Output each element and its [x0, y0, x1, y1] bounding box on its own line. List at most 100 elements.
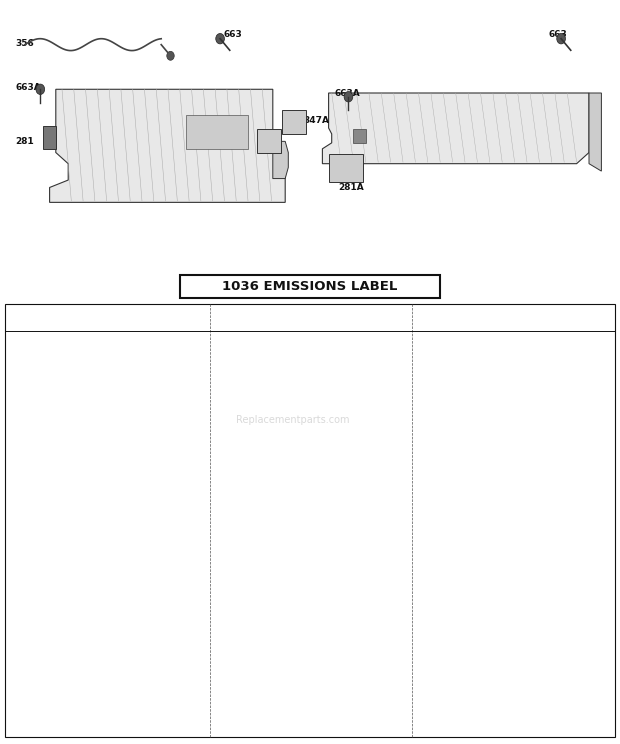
- Text: 281A: 281A: [213, 340, 235, 349]
- Text: 0122, 0127, 0131,: 0122, 0127, 0131,: [90, 374, 159, 383]
- Text: Panel-Control: Panel-Control: [281, 340, 332, 349]
- Text: NO.: NO.: [449, 320, 464, 329]
- Circle shape: [36, 84, 45, 94]
- Text: 711575 Panel-Control: 711575 Panel-Control: [90, 485, 183, 495]
- Text: 711578: 711578: [248, 340, 280, 349]
- Text: Switch-Rocker: Switch-Rocker: [281, 471, 335, 480]
- Text: (Control Panel): (Control Panel): [482, 379, 539, 388]
- Text: 1036: 1036: [415, 391, 436, 400]
- Text: 0035, 0046, 0042,: 0035, 0046, 0042,: [90, 357, 160, 366]
- Text: 0242, 0547, 0567,: 0242, 0547, 0567,: [281, 451, 351, 461]
- Text: DESCRIPTION: DESCRIPTION: [281, 315, 338, 324]
- Text: 711572 Panel-Control: 711572 Panel-Control: [281, 408, 374, 417]
- Text: 0297, 0302, 0538,: 0297, 0302, 0538,: [90, 426, 160, 434]
- Text: Screw: Screw: [482, 371, 505, 379]
- Text: 0163, 0235, 0236,: 0163, 0235, 0236,: [90, 391, 160, 400]
- Text: (With Light): (With Light): [281, 499, 326, 508]
- Text: 0037, 0042, 0121,: 0037, 0042, 0121,: [281, 374, 351, 383]
- Text: DESCRIPTION: DESCRIPTION: [90, 315, 147, 324]
- Polygon shape: [50, 89, 285, 202]
- Text: 691995: 691995: [248, 471, 280, 480]
- Bar: [257, 129, 281, 153]
- Circle shape: [167, 51, 174, 60]
- Text: 663: 663: [223, 31, 242, 39]
- Bar: [353, 129, 366, 143]
- Polygon shape: [273, 141, 288, 179]
- Text: 0552, 0553, 0559,: 0552, 0553, 0559,: [90, 443, 160, 452]
- Bar: [329, 154, 363, 182]
- Text: NO.: NO.: [8, 320, 24, 329]
- Text: 0542, 0545, 0548,: 0542, 0545, 0548,: [90, 434, 160, 443]
- Text: Wire-Stop: Wire-Stop: [482, 340, 520, 349]
- Text: Screw: Screw: [482, 351, 505, 360]
- Circle shape: [557, 33, 565, 44]
- Text: 0238, 0239, 0246,: 0238, 0239, 0246,: [90, 400, 160, 409]
- Text: 0242, 0547, 0567,: 0242, 0547, 0567,: [281, 382, 351, 392]
- Text: 0272, 0290, 0295,: 0272, 0290, 0295,: [90, 417, 160, 426]
- Text: Date 03070100).: Date 03070100).: [281, 426, 346, 434]
- Text: Used on Type No(s).: Used on Type No(s).: [90, 348, 166, 358]
- Text: 0571, 0612, 0616,: 0571, 0612, 0616,: [90, 460, 160, 469]
- Text: 0271, 0613, 0614.: 0271, 0613, 0614.: [90, 503, 160, 512]
- Text: NO.: NO.: [45, 320, 61, 329]
- Text: 710120: 710120: [449, 340, 480, 349]
- Text: 03083000).: 03083000).: [281, 357, 325, 366]
- Text: 0617, 0618.: 0617, 0618.: [90, 469, 136, 478]
- Text: Used on Type No(s).: Used on Type No(s).: [90, 494, 166, 503]
- Text: NO.: NO.: [248, 320, 264, 329]
- Text: 663A: 663A: [335, 89, 361, 97]
- Text: DESCRIPTION: DESCRIPTION: [482, 315, 539, 324]
- Text: 663A: 663A: [415, 371, 437, 379]
- Text: 356: 356: [415, 340, 431, 349]
- Text: 710234: 710234: [449, 371, 480, 379]
- Text: Switch-Rocker: Switch-Rocker: [281, 490, 335, 499]
- Text: 0565, 0566, 0570,: 0565, 0566, 0570,: [90, 451, 161, 461]
- Text: REF.: REF.: [415, 310, 433, 319]
- Text: (Available from an: (Available from an: [482, 399, 552, 408]
- Bar: [186, 115, 248, 149]
- Text: 281: 281: [8, 340, 24, 349]
- Text: Replacementparts.com: Replacementparts.com: [236, 415, 349, 426]
- Text: Used on Type No(s).: Used on Type No(s).: [281, 434, 356, 443]
- Text: 0606, 0609.: 0606, 0609.: [281, 460, 327, 469]
- Text: 0606, 0609.: 0606, 0609.: [281, 391, 327, 400]
- Polygon shape: [43, 126, 56, 149]
- Text: 0137, 0142, 0145,: 0137, 0142, 0145,: [90, 382, 160, 392]
- Bar: [180, 275, 440, 298]
- Text: 711573: 711573: [45, 340, 77, 349]
- Text: PART: PART: [248, 310, 268, 319]
- Text: (Control Panel): (Control Panel): [482, 359, 539, 369]
- Bar: [5, 304, 615, 737]
- Text: (Used Before Code: (Used Before Code: [281, 417, 352, 426]
- Text: 0053, 0070, 0088,: 0053, 0070, 0088,: [90, 365, 160, 375]
- Text: (Used After Code Date: (Used After Code Date: [281, 348, 366, 358]
- Text: Used on Type No(s).: Used on Type No(s).: [281, 365, 356, 375]
- Text: Panel-Control: Panel-Control: [90, 340, 141, 349]
- Text: Label-Emissions: Label-Emissions: [482, 391, 544, 400]
- Text: 663: 663: [549, 31, 567, 39]
- Text: (Without Light): (Without Light): [281, 479, 339, 489]
- Text: 347A: 347A: [213, 490, 235, 499]
- Text: ------- Note -----: ------- Note -----: [90, 477, 146, 486]
- Text: 281: 281: [16, 137, 34, 146]
- Text: Stratton Service: Stratton Service: [482, 416, 544, 425]
- Text: 347: 347: [213, 471, 229, 480]
- Text: 0247, 0258, 0270,: 0247, 0258, 0270,: [90, 408, 160, 417]
- Polygon shape: [589, 93, 601, 171]
- Text: -------- Note -----: -------- Note -----: [281, 400, 340, 409]
- Circle shape: [216, 33, 224, 44]
- Text: PART: PART: [449, 310, 469, 319]
- Text: REF.: REF.: [213, 310, 231, 319]
- Bar: [282, 110, 306, 134]
- Text: 0037, 0042, 0121,: 0037, 0042, 0121,: [281, 443, 351, 452]
- Text: 347A: 347A: [304, 116, 330, 125]
- Text: NO.: NO.: [213, 320, 229, 329]
- Text: Authorized Briggs &: Authorized Briggs &: [482, 408, 559, 417]
- Text: PART: PART: [45, 310, 66, 319]
- Text: REF.: REF.: [8, 310, 25, 319]
- Text: 4950985S: 4950985S: [248, 490, 290, 499]
- Text: 1036 EMISSIONS LABEL: 1036 EMISSIONS LABEL: [223, 280, 397, 293]
- Polygon shape: [322, 93, 589, 164]
- Text: 281A: 281A: [338, 183, 364, 192]
- Text: 356: 356: [16, 39, 34, 48]
